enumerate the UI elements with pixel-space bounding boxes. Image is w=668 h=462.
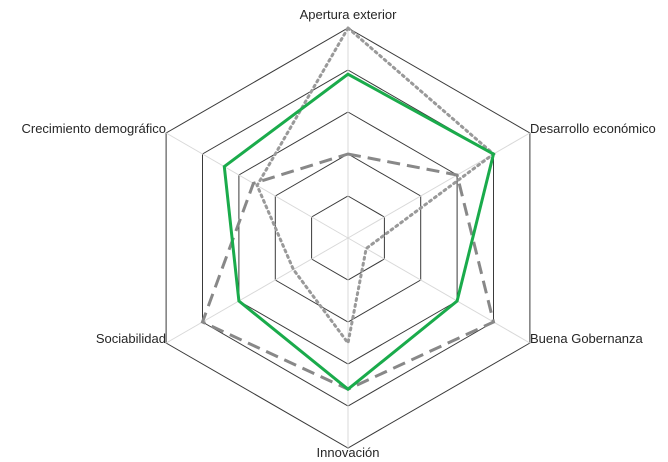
axis-label-sociabilidad: Sociabilidad [96,331,166,346]
axis-label-innovacion: Innovación [317,445,380,460]
series-solid-line [222,72,496,392]
axis-label-buena-gobernanza: Buena Gobernanza [530,331,644,346]
axis-label-crecimiento-demografico: Crecimiento demográfico [21,121,166,136]
axis-labels: Apertura exterior Desarrollo económico B… [21,7,655,460]
axis-line-4 [165,237,349,344]
radar-series [200,25,496,392]
axis-line-2 [347,237,531,344]
radar-axes [165,28,531,448]
axis-label-desarrollo-economico: Desarrollo económico [530,121,656,136]
axis-label-apertura-exterior: Apertura exterior [300,7,397,22]
axis-line-1 [347,132,531,239]
